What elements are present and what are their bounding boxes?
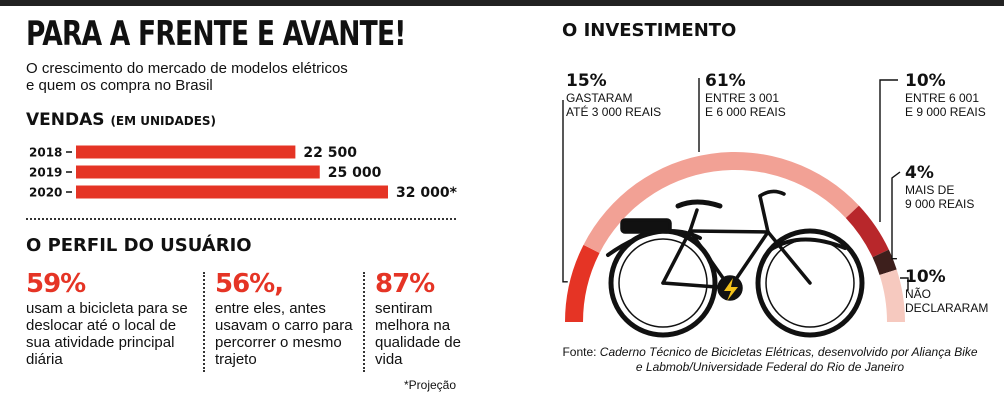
bar-category-label: 2019 — [29, 166, 62, 180]
investment-text-4a: MAIS DE — [905, 183, 955, 197]
sales-bar — [76, 165, 320, 179]
source-text: Caderno Técnico de Bicicletas Elétricas,… — [599, 345, 978, 374]
bar-category-label: 2020 — [29, 186, 62, 200]
page-title: PARA A FRENTE E AVANTE! — [26, 14, 406, 54]
sales-title: VENDAS — [26, 110, 105, 130]
leader-line-4 — [891, 171, 901, 260]
investment-arc-segment — [845, 205, 889, 258]
leader-line-3 — [879, 79, 898, 223]
top-rule — [0, 0, 1004, 6]
leader-line-5 — [900, 277, 909, 291]
investment-pct-5: 10% — [905, 267, 946, 287]
investment-text-1b: ATÉ 3 000 REAIS — [566, 105, 662, 119]
investment-arc-segment — [879, 269, 905, 322]
stat-block-2: 56%, entre eles, antes usavam o carro pa… — [215, 270, 355, 368]
stat-block-1: 59% usam a bicicleta para se deslocar at… — [26, 270, 196, 368]
stat-text-3: sentiram melhora na qualidade de vida — [375, 300, 461, 368]
bar-value-label: 25 000 — [328, 165, 382, 181]
bar-value-label: 32 000* — [396, 185, 458, 201]
investment-label-2: 61% ENTRE 3 001 E 6 000 REAIS — [705, 71, 786, 120]
investment-arc-segment — [583, 151, 859, 253]
stat-block-3: 87% sentiram melhora na qualidade de vid… — [375, 270, 465, 368]
projection-note: *Projeção — [403, 378, 456, 392]
sales-chart-title: VENDAS (EM UNIDADES) — [26, 110, 216, 130]
source-note: Fonte: Caderno Técnico de Bicicletas Elé… — [560, 345, 980, 375]
investment-text-2b: E 6 000 REAIS — [705, 105, 786, 119]
stat-text-2: entre eles, antes usavam o carro para pe… — [215, 300, 353, 368]
sales-bar — [76, 145, 296, 159]
sales-unit: (EM UNIDADES) — [110, 114, 217, 128]
stat-pct-2: 56%, — [215, 269, 284, 299]
leader-line-1 — [562, 100, 568, 283]
bar-category-label: 2018 — [29, 146, 62, 160]
stat-pct-3: 87% — [375, 269, 435, 299]
investment-text-5a: NÃO — [905, 287, 932, 301]
stat-separator-2 — [363, 272, 365, 372]
stat-separator-1 — [203, 272, 205, 372]
page-subtitle: O crescimento do mercado de modelos elét… — [26, 60, 348, 94]
investment-arc-chart — [562, 78, 909, 338]
investment-pct-4: 4% — [905, 163, 934, 183]
bar-value-label: 22 500 — [303, 145, 357, 161]
bicycle-icon — [606, 189, 865, 338]
investment-label-3: 10% ENTRE 6 001 E 9 000 REAIS — [905, 71, 986, 120]
investment-label-4: 4% MAIS DE 9 000 REAIS — [905, 163, 975, 212]
profile-section-title: O PERFIL DO USUÁRIO — [26, 235, 252, 256]
section-divider — [26, 218, 456, 220]
investment-label-5: 10% NÃO DECLARARAM — [905, 267, 989, 316]
investment-pct-3: 10% — [905, 71, 946, 91]
investment-text-3a: ENTRE 6 001 — [905, 91, 980, 105]
investment-text-4b: 9 000 REAIS — [905, 197, 975, 211]
investment-pct-2: 61% — [705, 71, 746, 91]
investment-text-5b: DECLARARAM — [905, 301, 989, 315]
investment-arc-segment — [565, 244, 600, 322]
investment-section-title: O INVESTIMENTO — [562, 20, 737, 41]
sales-bar — [76, 185, 388, 199]
investment-label-1: 15% GASTARAM ATÉ 3 000 REAIS — [566, 71, 662, 120]
stat-text-1: usam a bicicleta para se deslocar até o … — [26, 300, 188, 368]
investment-arc-segment — [872, 249, 897, 276]
stat-pct-1: 59% — [26, 269, 86, 299]
investment-text-1a: GASTARAM — [566, 91, 633, 105]
investment-text-3b: E 9 000 REAIS — [905, 105, 986, 119]
sales-bar-chart: 2018 22 500 2019 25 000 2020 32 000* — [29, 145, 458, 201]
source-prefix: Fonte: — [562, 345, 600, 359]
investment-text-2a: ENTRE 3 001 — [705, 91, 780, 105]
investment-pct-1: 15% — [566, 71, 607, 91]
